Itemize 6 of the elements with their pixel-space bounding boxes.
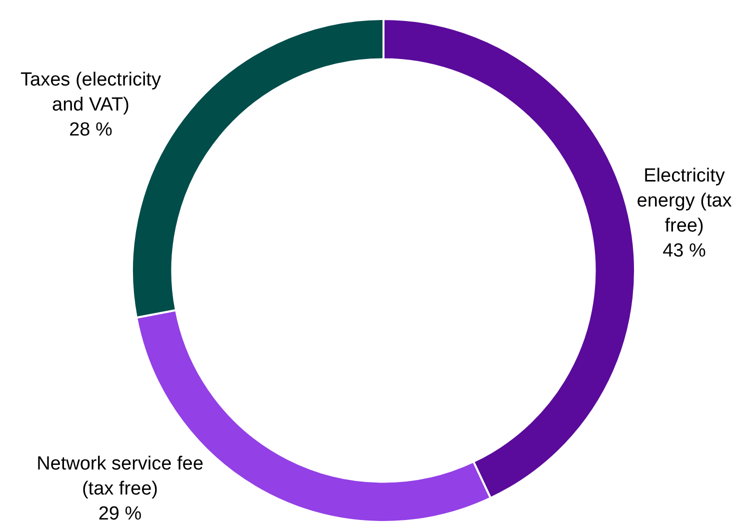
- slice-label: Taxes (electricity and VAT): [20, 69, 162, 116]
- data-label: 28 %: [69, 119, 112, 140]
- slice-label: Network service fee (tax free): [36, 454, 204, 500]
- data-label: 43 %: [662, 240, 706, 262]
- data-label: 29 %: [98, 504, 142, 525]
- slice-label: Electricity energy (tax free): [636, 166, 732, 237]
